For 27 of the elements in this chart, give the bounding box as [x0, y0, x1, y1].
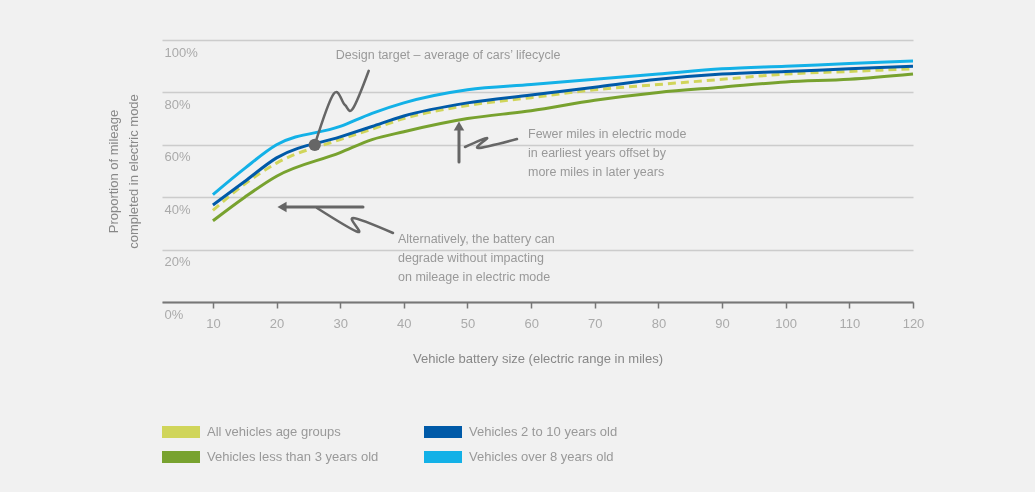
x-tick-label: 70: [588, 315, 603, 331]
y-tick-label: 40%: [164, 201, 191, 217]
annotation: Fewer miles in electric mode in earliest years offset by more miles in later years: [528, 127, 687, 179]
y-tick-label: 80%: [164, 96, 191, 112]
x-tick-label: 20: [269, 315, 285, 331]
x-tick-label: 50: [460, 315, 476, 331]
annotation: Design target – average of cars’ lifecycle: [335, 47, 561, 62]
y-tick-label: 0%: [164, 306, 184, 322]
y-tick-label: 20%: [164, 254, 191, 270]
x-tick-label: 90: [715, 315, 730, 331]
y-tick-label: 100%: [164, 44, 199, 60]
x-tick-label: 100: [775, 315, 798, 331]
x-axis-title: Vehicle battery size (electric range in miles): [413, 350, 663, 366]
legend-label: All vehicles age groups: [207, 424, 342, 439]
x-tick-label: 120: [902, 315, 925, 331]
legend-label: Vehicles over 8 years old: [469, 449, 614, 464]
y-tick-label: 60%: [164, 149, 191, 165]
annotation: Alternatively, the battery can degrade without impacting on mileage in electric mode: [398, 232, 555, 284]
x-tick-label: 40: [397, 315, 412, 331]
legend-label: Vehicles less than 3 years old: [207, 449, 379, 464]
x-tick-label: 10: [206, 315, 221, 331]
x-tick-label: 60: [524, 315, 539, 331]
x-tick-label: 110: [839, 315, 861, 331]
y-axis-title: Proportion of mileage completed in electric mode: [105, 94, 141, 249]
x-tick-label: 80: [651, 315, 667, 331]
legend-label: Vehicles 2 to 10 years old: [469, 424, 618, 439]
x-tick-label: 30: [333, 315, 348, 331]
